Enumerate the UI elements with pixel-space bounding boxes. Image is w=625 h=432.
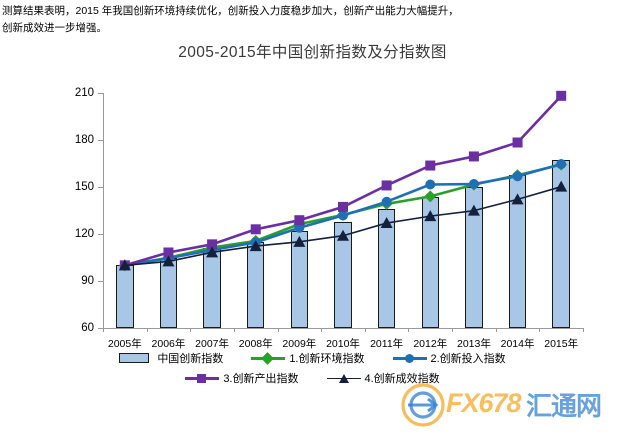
x-axis-tick [277,328,279,332]
x-axis-tick [364,328,366,332]
y-axis-label: 150 [74,181,94,193]
x-axis-label: 2015年 [544,338,579,350]
x-axis-tick [583,328,584,332]
y-axis-tick [98,187,103,188]
x-axis-label: 2005年 [107,338,142,350]
data-point-marker [556,90,567,101]
legend-triangle-marker-icon [326,372,361,384]
data-point-marker [162,255,175,267]
data-point-marker [468,179,479,190]
chart-legend: 中国创新指数 1.创新环境指数 2.创新投入指数 3.创新产出指数 4.创新成效指数 [0,347,625,405]
data-point-marker [468,151,479,162]
data-point-marker [512,171,523,182]
data-point-marker [511,193,524,205]
legend-item[interactable]: 4.创新成效指数 [326,370,440,386]
x-axis-label: 2014年 [500,338,535,350]
line-series [118,180,568,271]
data-point-marker [555,180,568,192]
y-axis [103,93,104,328]
x-axis-tick [146,328,148,332]
data-point-marker [338,210,348,221]
intro-paragraph: 测算结果表明，2015 年我国创新环境持续优化，创新投入力度稳步加大，创新产出能… [0,0,625,37]
data-point-marker [381,180,392,191]
y-axis-tick [98,234,103,235]
data-point-marker [338,201,348,212]
legend-swatch-icon [119,352,153,364]
x-axis-tick [321,328,323,332]
legend-item-label: 3.创新产出指数 [223,373,299,385]
data-point-marker [206,246,219,258]
x-axis-tick [495,328,497,332]
legend-circle-marker-icon [392,352,427,364]
plot-area: 60 90 120 150 180 210 2005年 2006年 2007年 2008年 200… [75,87,584,350]
data-point-marker [424,210,437,222]
y-axis-tick [98,328,103,329]
legend-diamond-marker-icon [251,352,286,365]
data-point-marker [425,160,436,171]
x-axis-label: 2007年 [195,338,230,350]
data-point-marker [294,215,305,226]
y-axis-label: 180 [74,134,94,146]
legend-row-bottom: 3.创新产出指数 4.创新成效指数 [0,369,625,387]
chart-title: 2005-2015年中国创新指数及分指数图 [178,44,447,61]
data-point-marker [556,159,567,170]
chart-container: 2005-2015年中国创新指数及分指数图 60 90 120 150 180 210 2… [0,34,625,427]
data-point-marker [294,222,305,233]
x-axis-tick [452,328,454,332]
legend-item[interactable]: 1.创新环境指数 [251,350,365,366]
data-point-marker [249,240,262,252]
x-axis-tick [539,328,541,332]
data-point-marker [337,229,349,241]
legend-item-label: 4.创新成效指数 [364,373,440,385]
y-axis-label: 210 [74,87,94,99]
data-point-marker [250,224,261,235]
x-axis-tick [103,328,104,332]
x-axis-tick [408,328,410,332]
legend-item-label: 2.创新投入指数 [430,353,506,365]
legend-item[interactable]: 3.创新产出指数 [185,370,299,386]
y-axis-label: 60 [81,322,94,334]
legend-square-marker-icon [185,372,220,384]
y-axis-tick [98,281,103,282]
data-point-marker [207,239,218,250]
legend-item[interactable]: 中国创新指数 [119,350,223,366]
data-point-marker [293,235,306,247]
x-axis-label: 2011年 [370,338,404,350]
bar-china-innovation-index [334,221,352,328]
x-axis [103,328,583,329]
data-point-marker [512,137,523,148]
y-axis-tick [98,140,103,141]
x-axis-label: 2013年 [456,338,491,350]
intro-line-2: 创新成效进一步增强。 [2,22,107,34]
x-axis-tick [233,328,235,332]
x-axis-label: 2012年 [413,338,448,350]
y-axis-label: 90 [81,275,94,287]
intro-line-1: 测算结果表明，2015 年我国创新环境持续优化，创新投入力度稳步加大，创新产出能… [2,5,459,17]
legend-item-label: 中国创新指数 [157,353,224,365]
data-point-marker [424,190,437,203]
line-series [119,159,567,271]
data-point-marker [381,196,392,207]
x-axis-tick [190,328,192,332]
data-point-marker [380,217,393,229]
legend-item-label: 1.创新环境指数 [289,353,365,365]
x-axis-label: 2010年 [326,338,360,350]
x-axis-label: 2006年 [151,338,186,350]
data-point-marker [163,247,174,258]
legend-item[interactable]: 2.创新投入指数 [392,350,506,366]
data-point-marker [467,204,480,216]
x-axis-label: 2008年 [238,338,273,350]
y-axis-label: 120 [74,228,94,240]
data-point-marker [425,179,436,190]
legend-row-top: 中国创新指数 1.创新环境指数 2.创新投入指数 [0,349,625,367]
data-point-marker [118,259,131,271]
x-axis-label: 2009年 [282,338,317,350]
line-series-group [118,90,568,272]
y-axis-tick [98,93,103,94]
